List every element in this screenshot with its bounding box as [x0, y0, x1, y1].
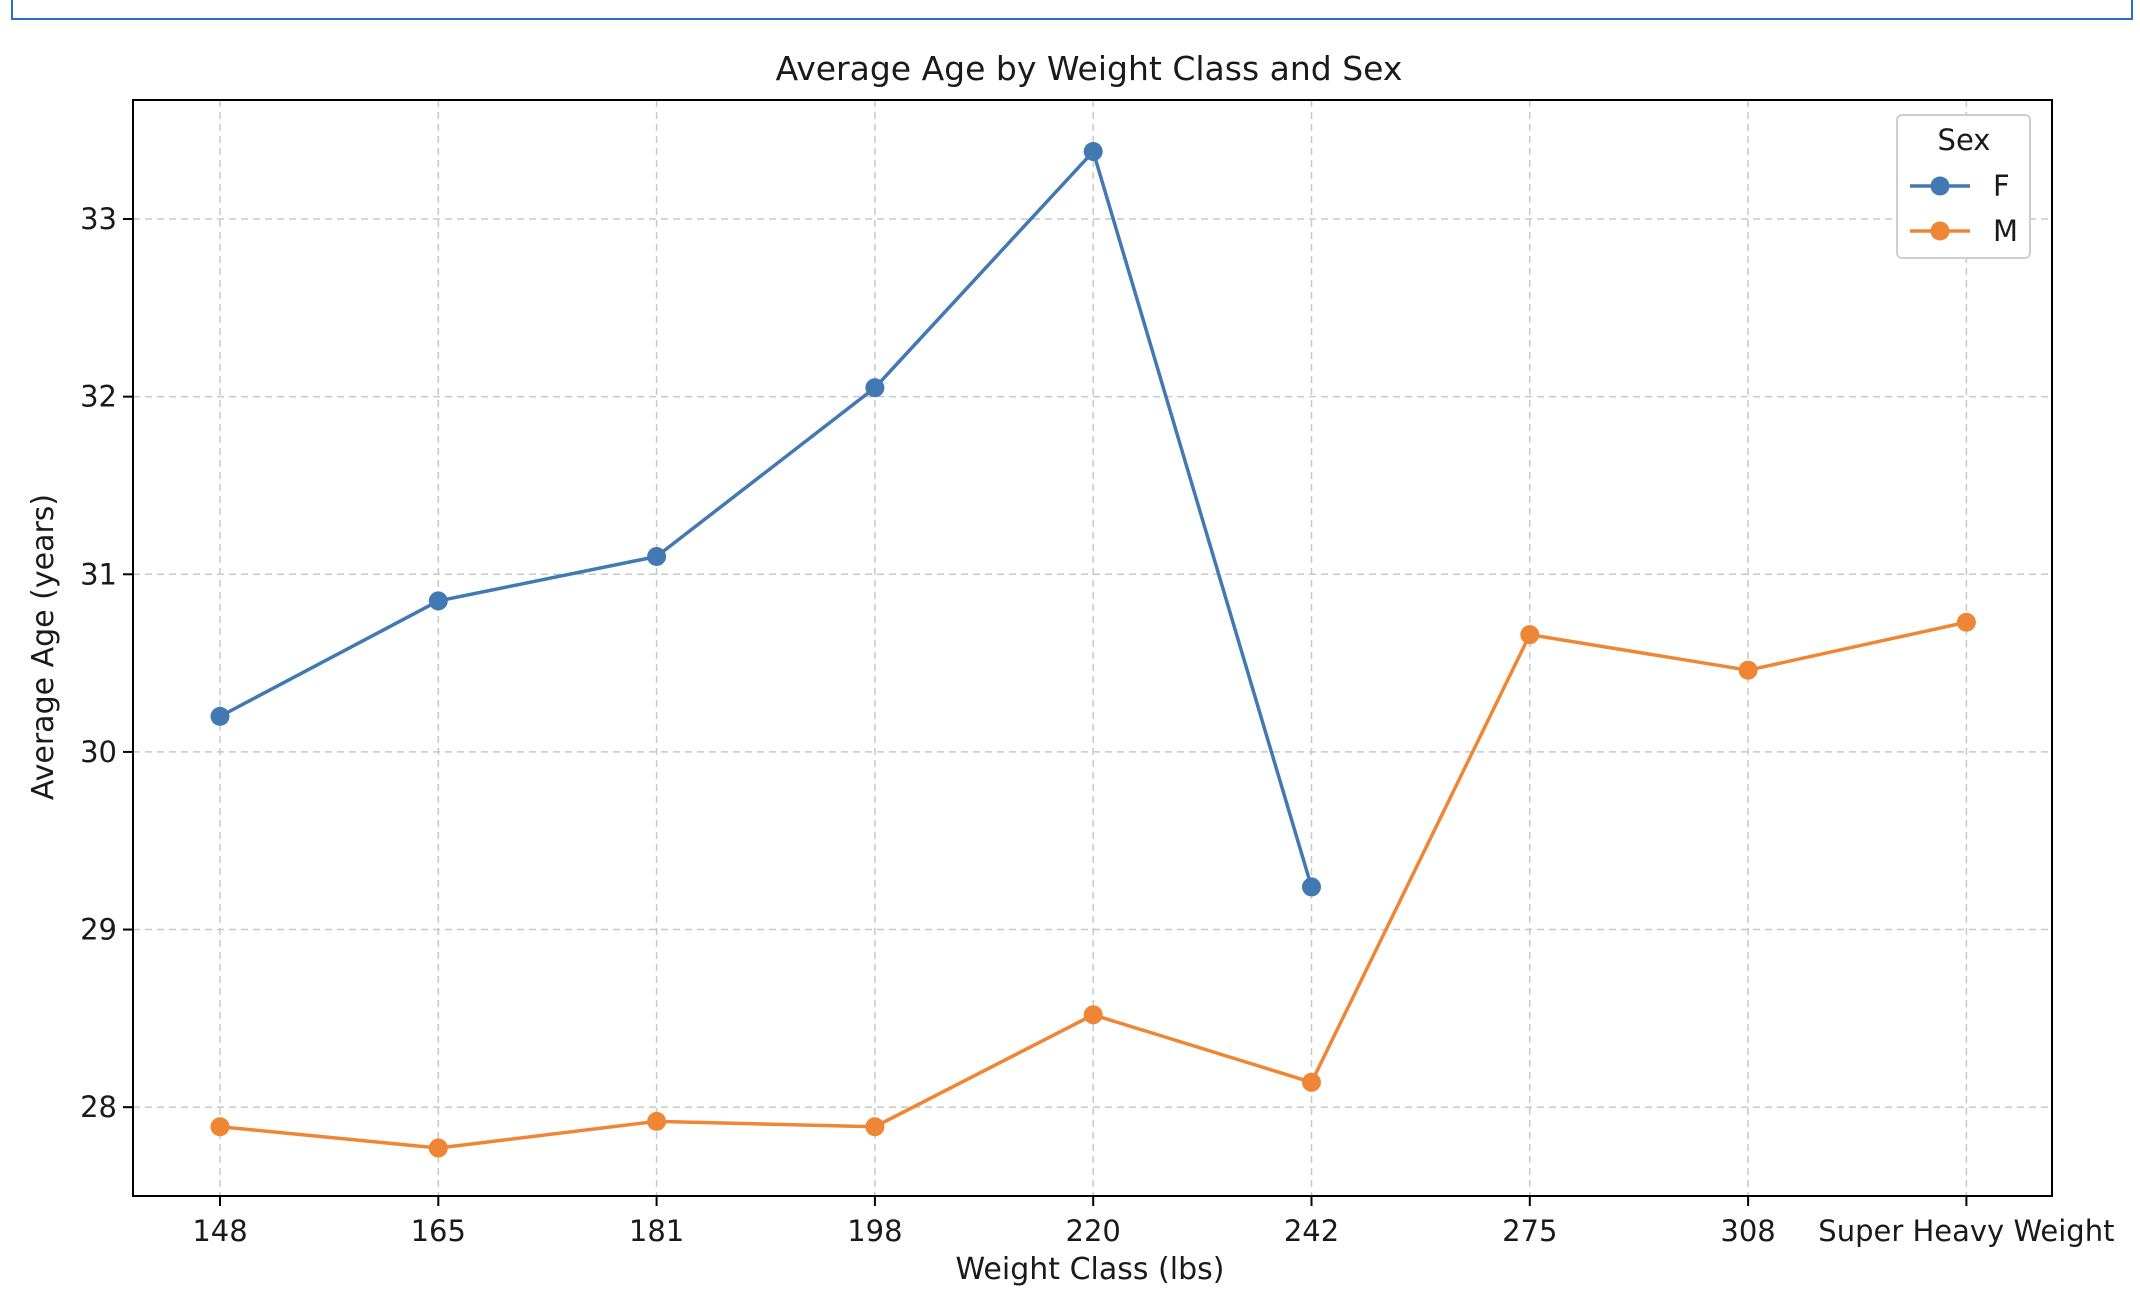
x-tick-label: 308 — [1720, 1214, 1775, 1248]
x-tick-label: 198 — [847, 1214, 902, 1248]
x-tick-label: 220 — [1066, 1214, 1121, 1248]
data-point-F — [210, 706, 230, 726]
x-tick-label: 181 — [629, 1214, 684, 1248]
y-tick-label: 31 — [80, 557, 117, 591]
data-point-M — [647, 1111, 667, 1131]
data-point-F — [865, 378, 885, 398]
data-point-F — [428, 591, 448, 611]
legend: Sex FM — [1896, 114, 2031, 259]
y-axis-label: Average Age (years) — [26, 494, 61, 800]
x-axis-label: Weight Class (lbs) — [956, 1252, 1225, 1287]
series — [210, 142, 1976, 1158]
legend-label-F: F — [1993, 169, 2010, 203]
data-point-M — [1738, 660, 1758, 680]
data-point-F — [647, 547, 667, 567]
y-tick-label: 32 — [80, 380, 117, 414]
legend-label-M: M — [1993, 214, 2018, 248]
data-point-M — [1520, 625, 1540, 645]
y-tick-label: 28 — [80, 1090, 117, 1124]
grid — [133, 100, 2052, 1196]
data-point-M — [428, 1138, 448, 1158]
y-tick-label: 33 — [80, 202, 117, 236]
legend-marker-F — [1930, 176, 1950, 196]
x-tick-label: 242 — [1284, 1214, 1339, 1248]
axis-ticks: 148 165 181 198 220 242 275 308 Super Heavy Weig… — [80, 202, 2114, 1248]
plot-frame — [132, 99, 2053, 1197]
legend-title: Sex — [1938, 123, 1991, 157]
series-line-F — [219, 149, 1314, 888]
data-point-M — [1083, 1005, 1103, 1025]
data-point-M — [1302, 1072, 1321, 1092]
data-point-F — [1302, 877, 1321, 897]
legend-marker-M — [1930, 221, 1950, 241]
y-tick-label: 29 — [80, 913, 117, 947]
data-point-M — [865, 1117, 885, 1137]
x-tick-label: Super Heavy Weight — [1818, 1214, 2114, 1248]
y-tick-label: 30 — [80, 735, 117, 769]
chart-title: Average Age by Weight Class and Sex — [776, 49, 1403, 88]
x-tick-label: 148 — [192, 1214, 247, 1248]
data-point-M — [1956, 612, 1976, 632]
data-point-M — [210, 1117, 230, 1137]
top-frame — [11, 0, 2133, 20]
data-point-F — [1083, 142, 1103, 162]
x-tick-label: 165 — [411, 1214, 466, 1248]
x-tick-label: 275 — [1502, 1214, 1557, 1248]
